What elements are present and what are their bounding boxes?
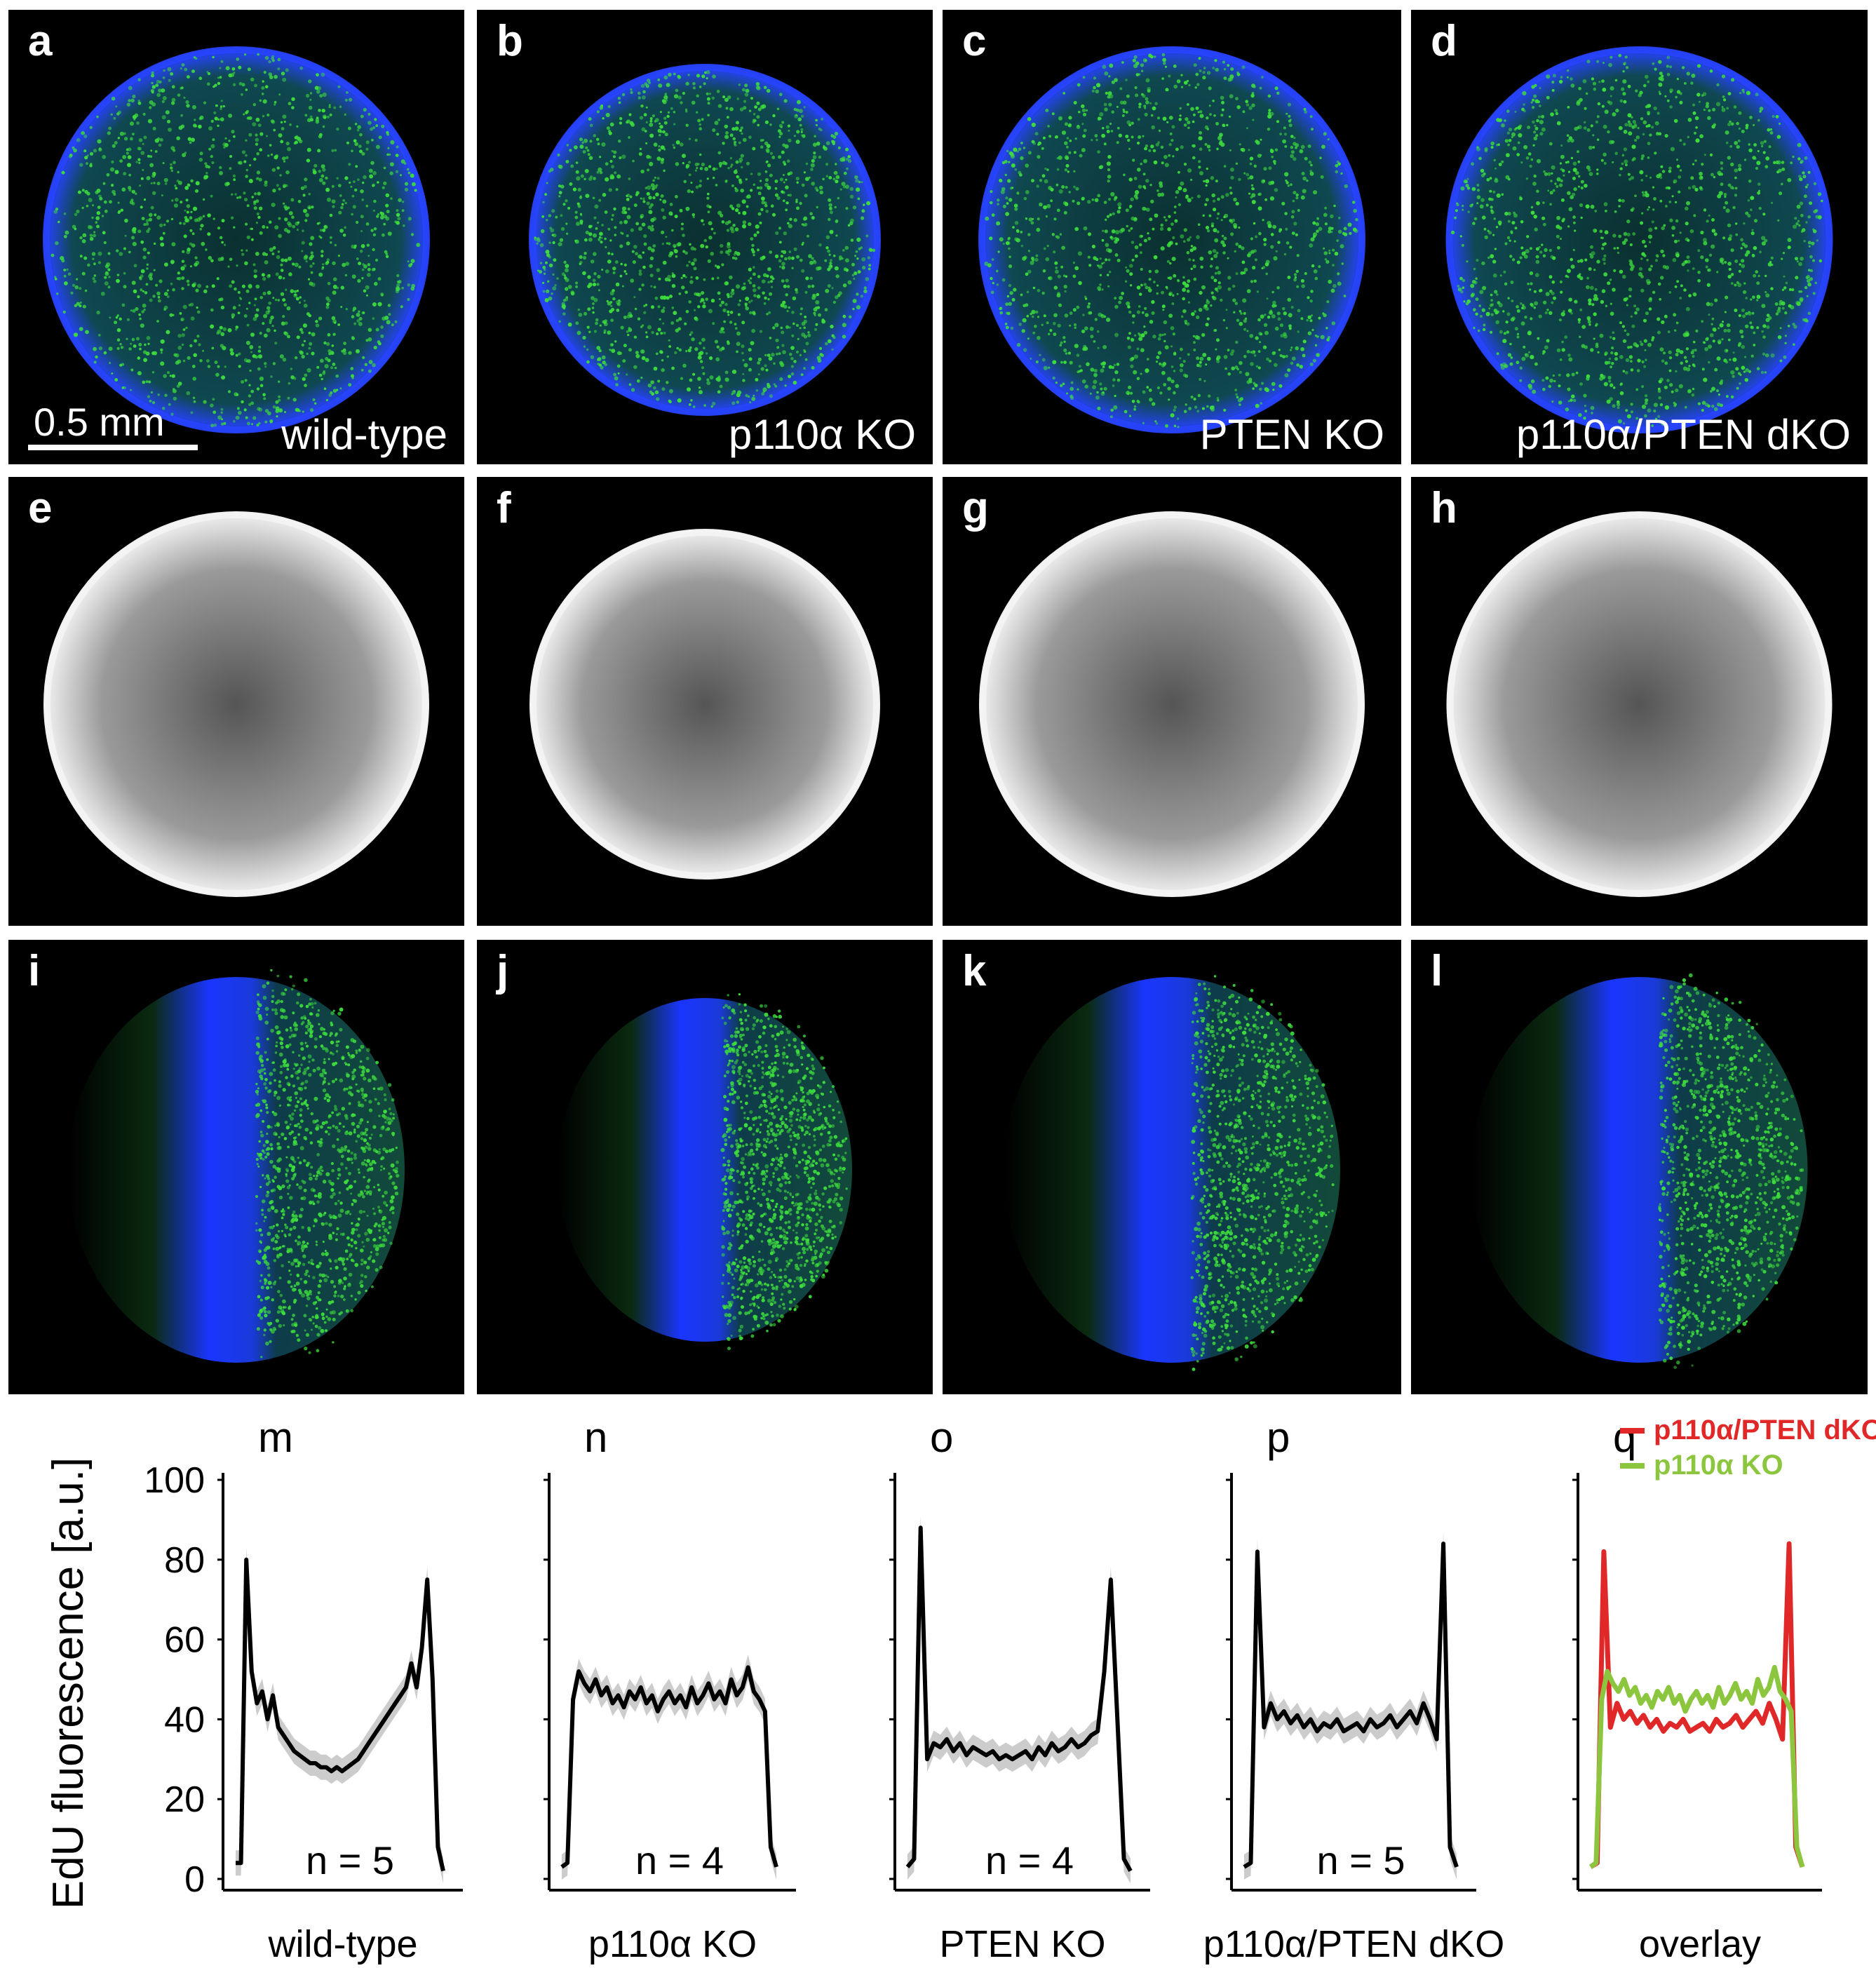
micrograph-f [529, 529, 880, 879]
panel-i: i [8, 940, 464, 1394]
scale-bar-label: 0.5 mm [34, 400, 165, 444]
chart-xlabel: p110α/PTEN dKO [1203, 1923, 1504, 1965]
chart-panel-label: n [584, 1414, 607, 1461]
micrograph-c [978, 46, 1365, 433]
panel-label: h [1431, 484, 1457, 532]
genotype-label: PTEN KO [1199, 411, 1384, 458]
panel-l: l [1411, 940, 1868, 1394]
y-tick-label: 60 [164, 1620, 205, 1661]
micrograph-l [1471, 973, 1808, 1369]
series-line-mean [560, 1665, 778, 1869]
sample-size-label: n = 4 [985, 1838, 1074, 1882]
panel-label: e [28, 484, 53, 532]
genotype-label: wild-type [281, 411, 447, 458]
micrograph-g [979, 511, 1365, 897]
panel-label: i [28, 947, 41, 995]
series-line-dko [1589, 1541, 1805, 1869]
micrograph-a [43, 46, 430, 433]
series-line-mean [905, 1525, 1133, 1873]
micrograph-e [43, 511, 429, 897]
scale-bar [28, 445, 198, 450]
y-tick-label: 0 [184, 1859, 205, 1900]
panel-label: l [1431, 947, 1443, 995]
y-axis-title: EdU fluorescence [a.u.] [44, 1457, 93, 1909]
panel-f: f [477, 477, 933, 926]
series-line-ko [1588, 1664, 1805, 1869]
panel-label: c [962, 17, 987, 65]
micrograph-h [1446, 511, 1833, 897]
chart-panel-label: q [1613, 1414, 1636, 1461]
sample-size-label: n = 4 [635, 1838, 724, 1882]
micrograph-j [558, 993, 852, 1351]
legend-label: p110α KO [1654, 1450, 1783, 1481]
panel-h: h [1411, 477, 1868, 926]
panel-label: g [962, 484, 989, 532]
panel-d: d p110α/PTEN dKO [1411, 10, 1868, 464]
chart-panel-label: o [930, 1414, 953, 1461]
sem-band [562, 1654, 776, 1880]
micrograph-k [1004, 975, 1340, 1371]
panel-a: a wild-type 0.5 mm [8, 10, 464, 464]
sem-band [907, 1515, 1131, 1884]
micrograph-b [529, 64, 881, 416]
legend-label: p110α/PTEN dKO [1654, 1415, 1876, 1445]
genotype-label: p110α KO [728, 411, 916, 458]
sample-size-label: n = 5 [306, 1838, 394, 1882]
panel-label: b [497, 17, 523, 65]
y-tick-label: 100 [144, 1460, 205, 1501]
chart-panel-label: m [258, 1414, 293, 1461]
panel-b: b p110α KO [477, 10, 933, 464]
panel-label: j [497, 947, 509, 995]
panel-k: k [943, 940, 1401, 1394]
chart-xlabel: PTEN KO [939, 1923, 1105, 1965]
y-tick-label: 40 [164, 1699, 205, 1740]
panel-j: j [477, 940, 933, 1394]
chart-panel-label: p [1267, 1414, 1290, 1461]
panel-g: g [943, 477, 1401, 926]
series-line-mean [1243, 1542, 1459, 1869]
chart-xlabel: overlay [1639, 1923, 1761, 1965]
sem-band [1244, 1531, 1457, 1880]
panel-label: f [497, 484, 511, 532]
series-line-mean [236, 1557, 445, 1872]
micrograph-d [1445, 46, 1833, 433]
chart-xlabel: wild-type [267, 1923, 417, 1965]
panel-e: e [8, 477, 464, 926]
y-tick-label: 80 [164, 1540, 205, 1581]
edu-profile-charts: 0 20 40 60 80 100 m wild-type n = 5 n p110α KO n = … [44, 1414, 1876, 1965]
sample-size-label: n = 5 [1316, 1838, 1405, 1882]
y-tick-label: 20 [164, 1779, 205, 1820]
genotype-label: p110α/PTEN dKO [1516, 411, 1851, 458]
micrograph-i [68, 969, 405, 1363]
panel-label: a [28, 17, 53, 65]
chart-xlabel: p110α KO [588, 1923, 757, 1965]
panel-label: k [962, 947, 987, 995]
panel-c: c PTEN KO [943, 10, 1401, 464]
panel-label: d [1431, 17, 1457, 65]
